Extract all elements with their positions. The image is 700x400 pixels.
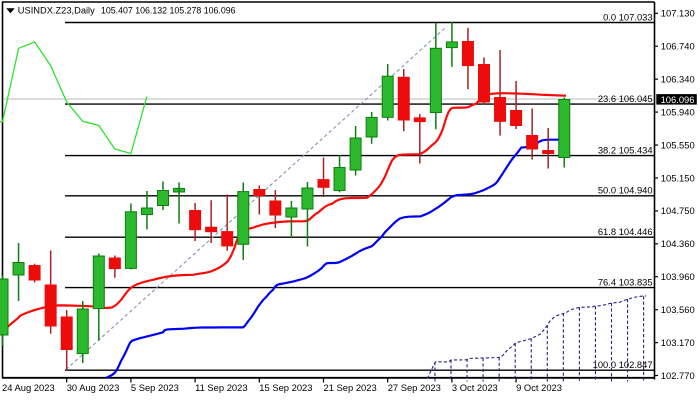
svg-text:30 Aug 2023: 30 Aug 2023 (67, 382, 120, 393)
svg-text:103.960: 103.960 (661, 271, 695, 282)
svg-text:105.150: 105.150 (661, 172, 695, 183)
svg-text:107.130: 107.130 (661, 8, 695, 19)
svg-text:106.740: 106.740 (661, 41, 695, 52)
svg-text:105.550: 105.550 (661, 139, 695, 150)
svg-text:9 Oct 2023: 9 Oct 2023 (516, 382, 562, 393)
svg-text:50.0 104.940: 50.0 104.940 (598, 185, 653, 196)
svg-text:104.750: 104.750 (661, 205, 695, 216)
svg-text:106.340: 106.340 (661, 74, 695, 85)
svg-text:27 Sep 2023: 27 Sep 2023 (388, 382, 441, 393)
svg-text:15 Sep 2023: 15 Sep 2023 (259, 382, 312, 393)
svg-text:104.360: 104.360 (661, 238, 695, 249)
svg-text:0.0 107.033: 0.0 107.033 (603, 11, 653, 22)
svg-text:USINDX.Z23,Daily: USINDX.Z23,Daily (18, 6, 95, 16)
svg-text:5 Sep 2023: 5 Sep 2023 (131, 382, 179, 393)
svg-text:100.0 102.847: 100.0 102.847 (593, 359, 653, 370)
svg-text:24 Aug 2023: 24 Aug 2023 (2, 382, 55, 393)
svg-text:76.4 103.835: 76.4 103.835 (598, 276, 653, 287)
svg-text:23.6 106.045: 23.6 106.045 (598, 93, 653, 104)
svg-text:3 Oct 2023: 3 Oct 2023 (452, 382, 498, 393)
svg-text:61.8 104.446: 61.8 104.446 (598, 226, 653, 237)
svg-text:105.407 106.132 105.278 106.09: 105.407 106.132 105.278 106.096 (101, 6, 236, 16)
svg-text:106.096: 106.096 (661, 94, 695, 105)
svg-text:105.940: 105.940 (661, 106, 695, 117)
svg-text:21 Sep 2023: 21 Sep 2023 (324, 382, 377, 393)
svg-text:103.560: 103.560 (661, 304, 695, 315)
svg-text:11 Sep 2023: 11 Sep 2023 (195, 382, 247, 393)
svg-text:103.170: 103.170 (661, 337, 695, 348)
svg-text:102.770: 102.770 (661, 370, 695, 381)
svg-text:38.2 105.434: 38.2 105.434 (598, 144, 653, 155)
